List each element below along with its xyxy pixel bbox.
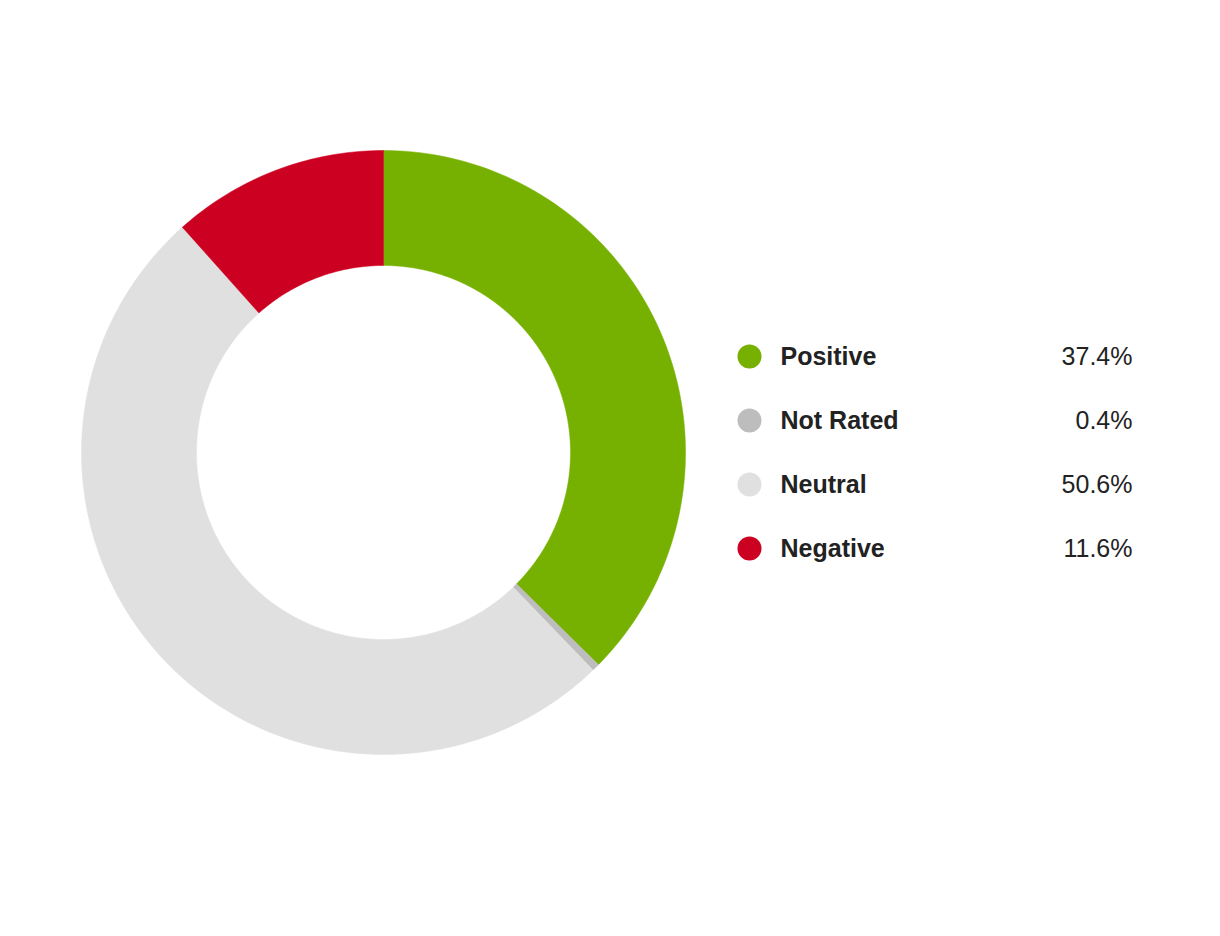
svg-text:Neutral: Neutral [781, 470, 867, 498]
svg-text:37.4%: 37.4% [1062, 342, 1133, 370]
svg-text:0.4%: 0.4% [1076, 406, 1133, 434]
svg-text:50.6%: 50.6% [1062, 470, 1133, 498]
svg-text:Negative: Negative [781, 534, 885, 562]
svg-text:Positive: Positive [781, 342, 877, 370]
svg-text:Not Rated: Not Rated [781, 406, 899, 434]
svg-text:11.6%: 11.6% [1063, 534, 1132, 562]
